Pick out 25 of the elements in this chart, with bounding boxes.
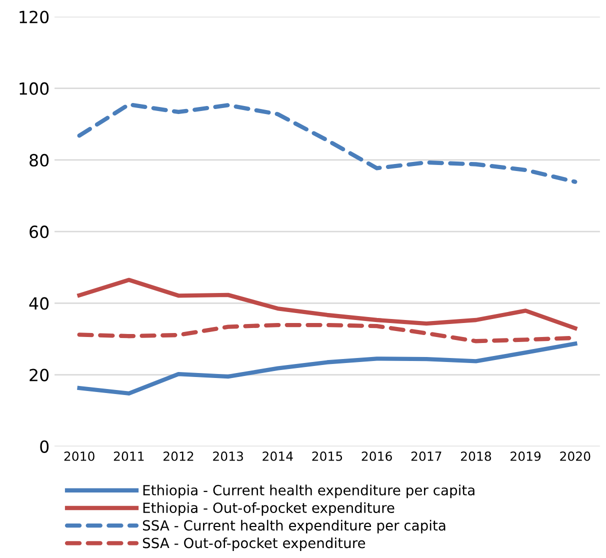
legend-label: Ethiopia - Out-of-pocket expenditure (143, 502, 394, 516)
legend-label: Ethiopia - Current health expenditure per capita (143, 484, 474, 498)
x-tick-label: 2014 (262, 451, 293, 461)
x-tick-label: 2020 (560, 451, 590, 461)
y-tick-label: 100 (20, 82, 49, 95)
x-tick-label: 2018 (460, 451, 492, 461)
x-tick-label: 2013 (213, 451, 243, 461)
x-tick-label: 2017 (411, 451, 442, 461)
legend-label: SSA - Out-of-pocket expenditure (142, 538, 366, 551)
legend-label: SSA - Current health expenditure per capita (142, 520, 446, 534)
x-tick-label: 2012 (164, 451, 194, 461)
y-tick-label: 0 (40, 440, 49, 453)
x-tick-label: 2016 (362, 451, 392, 461)
y-tick-label: 20 (30, 368, 49, 382)
x-tick-label: 2010 (64, 451, 94, 461)
y-tick-label: 80 (30, 154, 49, 167)
y-tick-label: 40 (29, 297, 49, 310)
x-tick-label: 2019 (510, 451, 541, 461)
line-series (77, 102, 578, 184)
y-tick-label: 120 (20, 10, 49, 24)
line-series (77, 278, 578, 330)
y-tick-label: 60 (30, 226, 49, 238)
line-series (77, 342, 578, 396)
x-tick-label: 2015 (312, 451, 342, 461)
x-tick-label: 2011 (114, 451, 144, 461)
